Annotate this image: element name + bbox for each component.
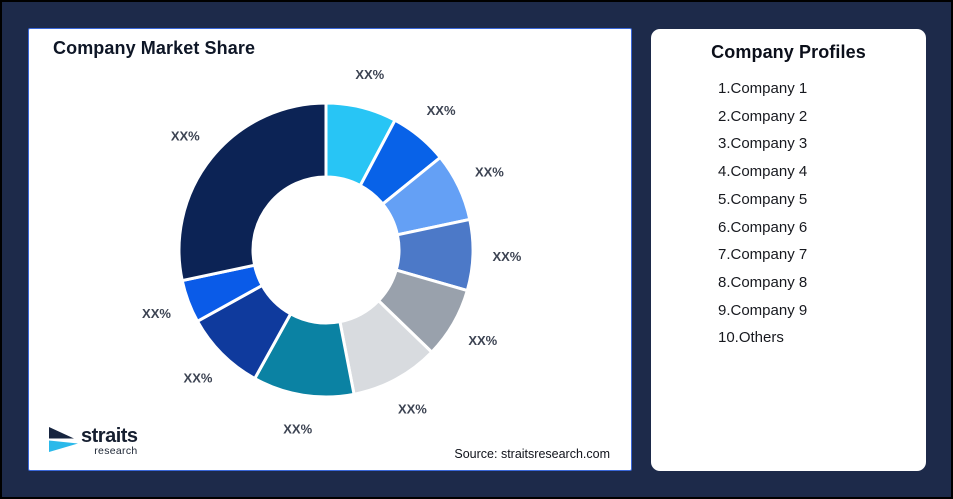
donut-slice — [177, 101, 328, 283]
company-list-item: 7.Company 7 — [718, 246, 808, 264]
slice-label: XX% — [492, 249, 521, 264]
slice-label: XX% — [283, 421, 312, 436]
company-list-item: 4.Company 4 — [718, 163, 808, 181]
slice-label: XX% — [468, 333, 497, 348]
straits-logo-icon — [49, 427, 78, 452]
company-list-item: 5.Company 5 — [718, 190, 808, 208]
company-list-item: 2.Company 2 — [718, 107, 808, 125]
slice-label: XX% — [142, 306, 171, 321]
slice-label: XX% — [427, 103, 456, 118]
slice-label: XX% — [355, 67, 384, 82]
profiles-title: Company Profiles — [711, 42, 866, 62]
company-list: 1.Company 1 2.Company 2 3.Company 3 4.Compa… — [651, 75, 926, 352]
slice-label: XX% — [475, 165, 504, 180]
chart-title: Company Market Share — [53, 38, 256, 58]
company-list-item: 1.Company 1 — [718, 80, 808, 97]
slice-label: XX% — [184, 371, 213, 386]
logo-sub-text: research — [94, 445, 138, 457]
market-share-card: Company Market Share XX% XX% XX% XX% XX% XX% X… — [28, 28, 632, 471]
company-profiles-card: Company Profiles 1.Company 1 2.Company 2 3… — [651, 29, 926, 471]
company-list-item: 6.Company 6 — [718, 218, 808, 236]
straits-research-logo: straits research — [48, 422, 138, 457]
logo-brand-text: straits — [81, 425, 138, 447]
slice-label: XX% — [398, 402, 427, 417]
company-list-item: 8.Company 8 — [718, 273, 808, 291]
logo-text: straits research — [81, 422, 138, 457]
donut-chart: XX% XX% XX% XX% XX% XX% XX% XX% XX% XX% — [142, 67, 522, 436]
source-text: Source: straitsresearch.com — [454, 447, 610, 461]
company-list-item: 9.Company 9 — [718, 301, 808, 319]
company-list-item: 3.Company 3 — [718, 135, 808, 153]
slice-label: XX% — [171, 129, 200, 144]
company-list-item: 10.Others — [718, 329, 784, 347]
